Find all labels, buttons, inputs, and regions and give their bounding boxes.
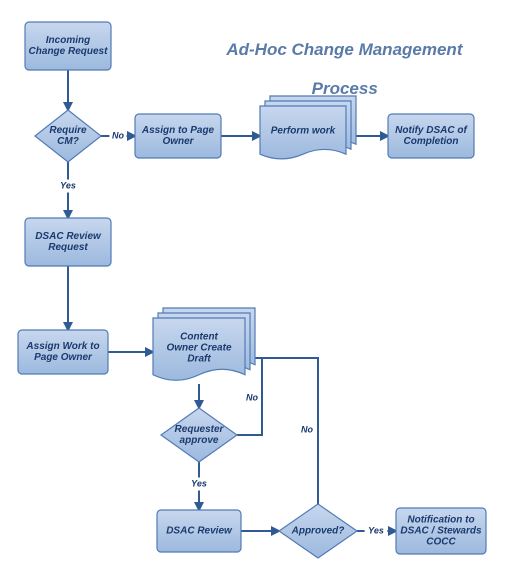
node-assign_yes-label-0: Assign Work to <box>25 341 99 352</box>
node-assign_no-label-1: Owner <box>162 136 194 147</box>
edge-e13-label: No <box>301 424 313 434</box>
node-perform-label-0: Perform work <box>271 126 336 137</box>
node-draft-label-0: Content <box>180 332 218 343</box>
edge-e10-label: No <box>246 392 258 402</box>
edge-e2: No <box>101 130 135 143</box>
diagram-title: Ad-Hoc Change Management Process <box>185 20 495 98</box>
node-notif_final-label-1: DSAC / Stewards <box>400 526 482 537</box>
edge-e5: Yes <box>57 162 80 218</box>
node-req_approve-label-1: approve <box>180 435 219 446</box>
edge-e2-label: No <box>112 130 124 140</box>
node-assign_no-label-0: Assign to Page <box>141 125 215 136</box>
node-incoming-label-1: Change Request <box>29 46 109 57</box>
node-approved: Approved? <box>279 504 357 558</box>
node-assign_yes-label-1: Page Owner <box>34 352 93 363</box>
node-dsac_review: DSAC Review <box>157 510 241 552</box>
node-draft: ContentOwner CreateDraft <box>153 308 255 380</box>
node-dsac_req-label-0: DSAC Review <box>35 231 102 242</box>
node-req_approve: Requesterapprove <box>161 408 237 462</box>
node-assign_no: Assign to PageOwner <box>135 114 221 158</box>
node-dsac_review-label-0: DSAC Review <box>166 526 233 537</box>
node-notify_dsac-label-0: Notify DSAC of <box>395 125 468 136</box>
title-line2: Process <box>312 79 378 98</box>
node-approved-label-0: Approved? <box>291 526 345 537</box>
node-incoming: IncomingChange Request <box>25 22 111 70</box>
node-notif_final: Notification toDSAC / StewardsCOCC <box>396 508 486 554</box>
node-notify_dsac: Notify DSAC ofCompletion <box>388 114 474 158</box>
edge-e9: Yes <box>188 462 211 510</box>
edge-e12-label: Yes <box>368 525 384 535</box>
node-assign_yes: Assign Work toPage Owner <box>18 330 108 374</box>
node-require_cm-label-0: Require <box>49 125 87 136</box>
edge-e12: Yes <box>357 525 396 538</box>
node-notif_final-label-0: Notification to <box>407 515 474 526</box>
node-draft-label-1: Owner Create <box>166 343 231 354</box>
node-dsac_req-label-1: Request <box>48 242 88 253</box>
edge-e5-label: Yes <box>60 180 76 190</box>
node-dsac_req: DSAC ReviewRequest <box>25 218 111 266</box>
node-notif_final-label-2: COCC <box>426 537 456 548</box>
node-require_cm-label-1: CM? <box>57 136 79 147</box>
title-line1: Ad-Hoc Change Management <box>226 40 462 59</box>
node-incoming-label-0: Incoming <box>46 35 90 46</box>
node-req_approve-label-0: Requester <box>175 424 225 435</box>
node-draft-label-2: Draft <box>187 354 211 365</box>
edge-e9-label: Yes <box>191 478 207 488</box>
node-notify_dsac-label-1: Completion <box>404 136 459 147</box>
edge-e13: No <box>245 358 318 504</box>
node-perform: Perform work <box>260 96 356 159</box>
node-require_cm: RequireCM? <box>35 110 101 162</box>
